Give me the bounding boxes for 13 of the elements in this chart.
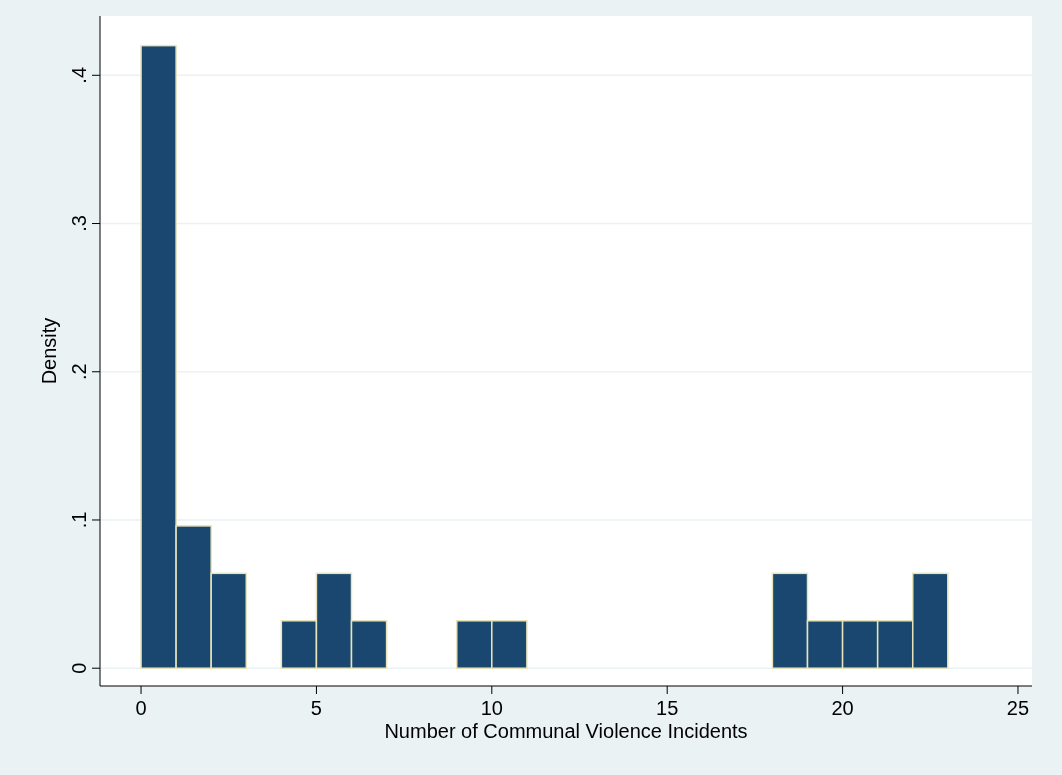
y-tick-label: .4	[68, 66, 90, 84]
x-tick-label: 10	[480, 697, 503, 719]
y-tick-label: .3	[68, 215, 90, 232]
x-tick-label: 15	[656, 697, 679, 719]
y-tick-label: .2	[68, 363, 90, 381]
x-axis-title: Number of Communal Violence Incidents	[384, 720, 748, 742]
x-tick-label: 0	[135, 697, 147, 719]
y-tick-label: 0	[68, 662, 90, 674]
x-tick-label: 25	[1006, 697, 1030, 719]
x-tick-label: 20	[831, 697, 854, 719]
y-tick-label: .1	[68, 511, 90, 529]
y-axis-title: Density	[38, 317, 60, 385]
x-tick-label: 5	[310, 697, 322, 719]
